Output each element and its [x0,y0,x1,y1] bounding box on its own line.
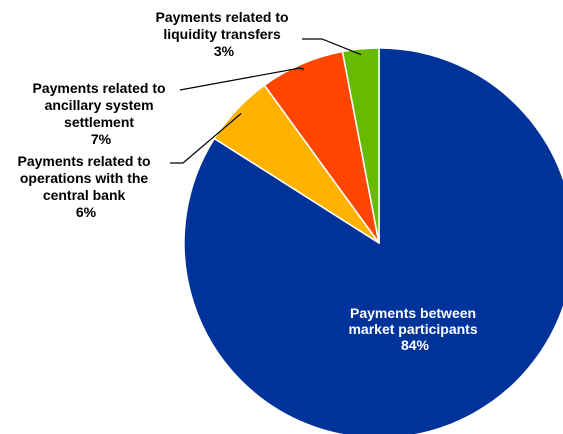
pie-slices [183,47,563,434]
slice-value-label: 7% [91,131,112,147]
leader-lines [170,38,362,164]
slice-value-label: 84% [401,337,430,353]
slice-label-line: Payments related to [33,80,166,96]
slice-label-line: central bank [43,187,126,203]
slice-label-ancillary-settlement: Payments related to ancillary system set… [33,80,170,147]
slice-market-participants [183,47,563,434]
slice-label-line: settlement [64,114,134,130]
slice-value-label: 3% [214,43,235,59]
slice-label-line: Payments between [350,305,476,321]
leader-central-bank [170,113,242,164]
slice-label-market-participants: Payments between market participants 84% [348,305,481,353]
slice-liquidity-transfers [341,47,380,244]
slice-label-line: Payments related to [18,153,151,169]
slice-label-line: operations with the [20,170,149,186]
slice-label-line: ancillary system [45,97,154,113]
slice-label-liquidity-transfers: Payments related to liquidity transfers … [156,9,293,59]
slice-label-line: Payments related to [156,9,289,25]
slice-label-central-bank: Payments related to operations with the … [18,153,155,220]
slice-label-line: market participants [348,321,477,337]
slice-value-label: 6% [76,204,97,220]
leader-liquidity-transfers [302,38,362,56]
slice-label-line: liquidity transfers [163,26,281,42]
leader-ancillary-settlement [179,67,305,91]
